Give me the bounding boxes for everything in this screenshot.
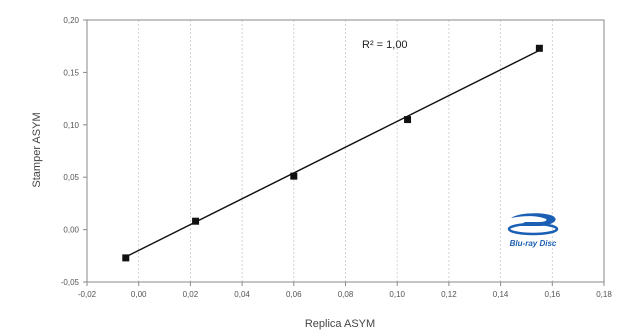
- x-tick-label: 0,04: [234, 290, 250, 299]
- blu-ray-disc-logo: Blu-ray Disc: [507, 213, 559, 248]
- data-point: [192, 217, 200, 225]
- x-tick-label: -0,02: [78, 290, 97, 299]
- x-axis: -0,02 0,00 0,02 0,04 0,06 0,08 0,10 0,12 0,14 0,1…: [78, 282, 612, 299]
- x-tick-label: 0,10: [389, 290, 405, 299]
- data-point: [535, 44, 543, 52]
- trendline: [125, 49, 540, 258]
- x-tick-label: 0,06: [286, 290, 302, 299]
- grid: [138, 20, 553, 282]
- x-tick-label: 0,02: [183, 290, 199, 299]
- x-axis-label: Replica ASYM: [305, 318, 375, 330]
- y-tick-label: 0,05: [63, 173, 79, 182]
- y-tick-label: 0,00: [63, 226, 79, 235]
- logo-text: Blu-ray Disc: [510, 239, 557, 248]
- data-point: [404, 116, 412, 124]
- data-point: [290, 172, 298, 180]
- y-tick-label: 0,20: [63, 16, 79, 25]
- data-points: [122, 44, 543, 262]
- y-axis-label: Stamper ASYM: [31, 112, 43, 187]
- y-tick-label: 0,10: [63, 121, 79, 130]
- x-tick-label: 0,08: [338, 290, 354, 299]
- y-tick-label: -0,05: [61, 278, 80, 287]
- x-tick-label: 0,00: [131, 290, 147, 299]
- x-tick-label: 0,14: [493, 290, 509, 299]
- y-tick-label: 0,15: [63, 68, 79, 77]
- data-point: [122, 254, 130, 262]
- x-tick-label: 0,12: [441, 290, 457, 299]
- y-axis: -0,05 0,00 0,05 0,10 0,15 0,20: [61, 16, 87, 287]
- r-squared-annotation: R² = 1,00: [362, 39, 408, 51]
- x-tick-label: 0,18: [596, 290, 612, 299]
- x-tick-label: 0,16: [545, 290, 561, 299]
